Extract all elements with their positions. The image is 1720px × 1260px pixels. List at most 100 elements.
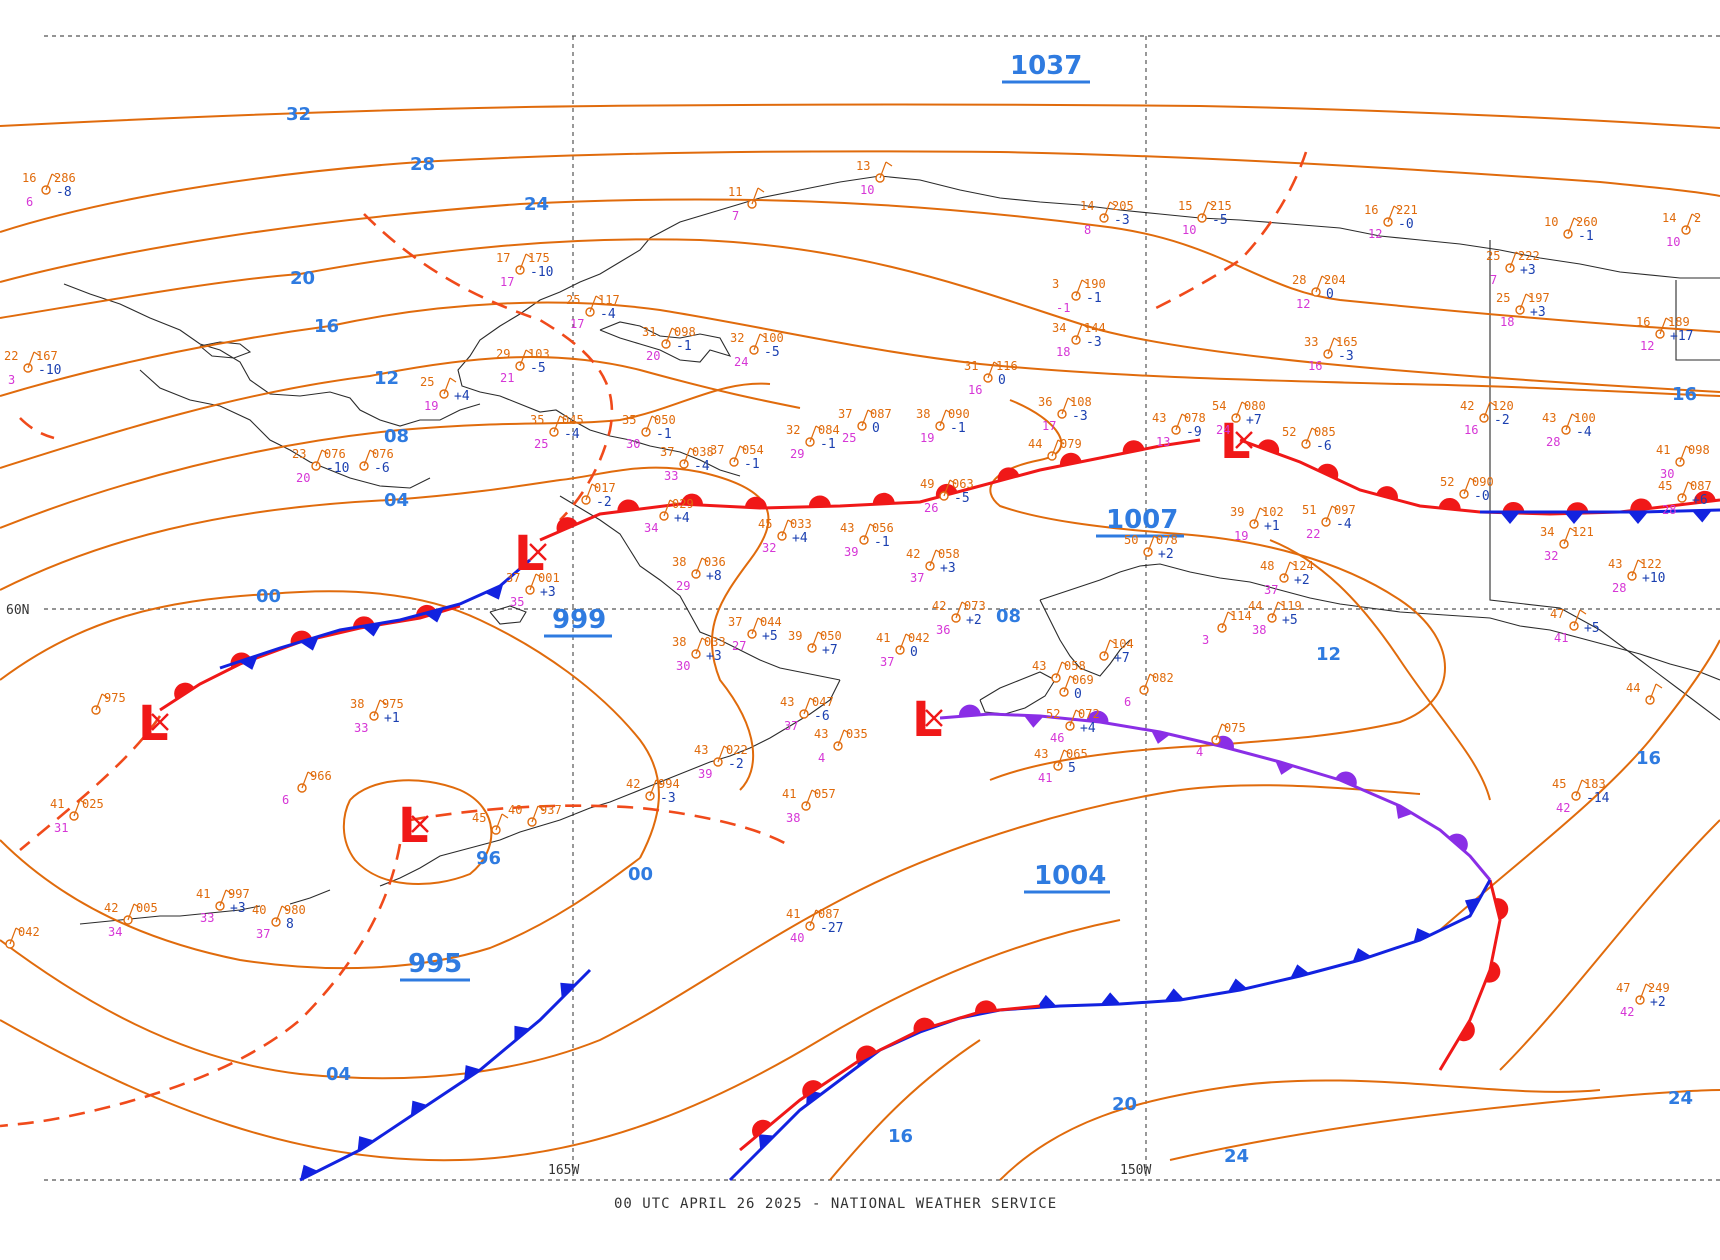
- station-temp: 38: [672, 555, 686, 569]
- cold-front-line: [728, 879, 1492, 1182]
- station-pressure: 080: [1244, 399, 1266, 413]
- station-pressure: 108: [1070, 395, 1092, 409]
- wind-barb: [1057, 749, 1071, 767]
- station-pressure: 072: [1078, 707, 1100, 721]
- station-pressure: 076: [372, 447, 394, 461]
- station-dewpoint: 25: [842, 431, 856, 445]
- cold-front-barb: [1164, 988, 1185, 1002]
- station-pressure: 017: [594, 481, 616, 495]
- station-plot: 33 165 16 -3: [1304, 335, 1358, 373]
- station-dewpoint: 17: [1042, 419, 1056, 433]
- station-pressure: 120: [1492, 399, 1514, 413]
- cold-front-barb: [1395, 803, 1413, 819]
- coastline-north-alaska: [649, 175, 1720, 279]
- low-centers: L L L L L: [138, 414, 1253, 854]
- station-pressure: 183: [1584, 777, 1606, 791]
- station-dewpoint: 24: [734, 355, 748, 369]
- station-temp: 41: [50, 797, 64, 811]
- station-pressure: 286: [54, 171, 76, 185]
- station-plot: 32 084 29 -1: [786, 423, 840, 461]
- station-temp: 43: [1608, 557, 1622, 571]
- station-dewpoint: 3: [1202, 633, 1209, 647]
- station-pressure: 144: [1084, 321, 1106, 335]
- coastline-aleutians: [79, 813, 576, 925]
- station-dewpoint: 26: [924, 501, 938, 515]
- station-pressure: 025: [82, 797, 104, 811]
- station-pressure: 038: [692, 445, 714, 459]
- station-plot: 38 036 29 +8: [672, 555, 726, 593]
- isobar-label: 04: [326, 1064, 351, 1085]
- station-pressure: 087: [818, 907, 840, 921]
- warm-front-bump: [913, 1017, 936, 1032]
- isobar-label: 24: [524, 194, 549, 215]
- station-pressure: 058: [1064, 659, 1086, 673]
- station-temp: 17: [496, 251, 510, 265]
- station-temp: 38: [350, 697, 364, 711]
- station-plot: 42 073 36 +2: [932, 599, 986, 637]
- station-tendency: +2: [966, 613, 982, 628]
- wind-barb: [1567, 217, 1581, 235]
- station-temp: 45: [472, 811, 486, 825]
- station-temp: 11: [728, 185, 742, 199]
- station-tendency: -9: [1186, 425, 1202, 440]
- station-plot: 16 221 12 -0: [1364, 203, 1418, 241]
- station-plot: 43 047 37 -6: [780, 695, 834, 733]
- wind-barb: [809, 909, 823, 927]
- wind-barb: [1575, 779, 1589, 797]
- wind-barb: [585, 483, 599, 501]
- warm-front-bump: [1059, 452, 1082, 466]
- wind-barb: [1055, 661, 1069, 679]
- station-temp: 36: [1038, 395, 1052, 409]
- station-dewpoint: 18: [1056, 345, 1070, 359]
- station-pressure: 121: [1572, 525, 1594, 539]
- isobar-1032: [0, 103, 1720, 129]
- station-tendency: -4: [694, 459, 710, 474]
- station-tendency: -0: [1474, 489, 1490, 504]
- station-plot: 41 042 37 0: [876, 631, 930, 669]
- coastline-nunivak: [489, 605, 527, 625]
- station-pressure: 190: [1084, 277, 1106, 291]
- station-temp: 50: [1124, 533, 1138, 547]
- station-pressure: 100: [762, 331, 784, 345]
- low-center-gulf: L: [912, 692, 943, 748]
- station-dewpoint: 32: [762, 541, 776, 555]
- wind-barb: [1563, 527, 1577, 545]
- station-temp: 37: [728, 615, 742, 629]
- station-pressure: 116: [996, 359, 1018, 373]
- station-dewpoint: 42: [1556, 801, 1570, 815]
- low-center-northeast: L: [1220, 414, 1253, 470]
- wind-barb: [1221, 611, 1235, 629]
- station-pressure: 022: [726, 743, 748, 757]
- station-temp: 33: [1304, 335, 1318, 349]
- station-tendency: -6: [1316, 439, 1332, 454]
- cold-front-barb: [514, 1025, 530, 1042]
- station-pressure: 994: [658, 777, 680, 791]
- station-plot: 114 3: [1202, 609, 1252, 647]
- isobar-1008-east: [1439, 639, 1720, 931]
- cold-front-barb: [1500, 512, 1520, 524]
- wind-barb: [733, 445, 747, 463]
- station-temp: 37: [710, 443, 724, 457]
- station-dewpoint: 19: [920, 431, 934, 445]
- station-dewpoint: 24: [1216, 423, 1230, 437]
- wind-barb: [751, 187, 765, 205]
- station-dewpoint: 35: [510, 595, 524, 609]
- coastline-northwest-alaska: [457, 237, 741, 477]
- station-plot: 52 085-6: [1282, 425, 1336, 454]
- warm-front-bump: [1485, 961, 1501, 983]
- lon-label-165w: 165W: [548, 1163, 579, 1178]
- wind-barb: [1387, 205, 1401, 223]
- warm-front-bump: [174, 682, 195, 700]
- station-pressure: 057: [814, 787, 836, 801]
- station-plot: 42 058 37 +3: [906, 547, 960, 585]
- isobar-1020: [0, 238, 1720, 393]
- station-dewpoint: 4: [1196, 745, 1203, 759]
- station-temp: 16: [1636, 315, 1650, 329]
- station-plot: 45: [472, 811, 509, 835]
- station-temp: 40: [508, 803, 522, 817]
- station-plot: 45 033 32 +4: [758, 517, 812, 555]
- isobar-1020-se: [999, 1079, 1601, 1181]
- station-plot: 47 249 42 +2: [1616, 981, 1670, 1019]
- wind-barb: [1283, 561, 1297, 579]
